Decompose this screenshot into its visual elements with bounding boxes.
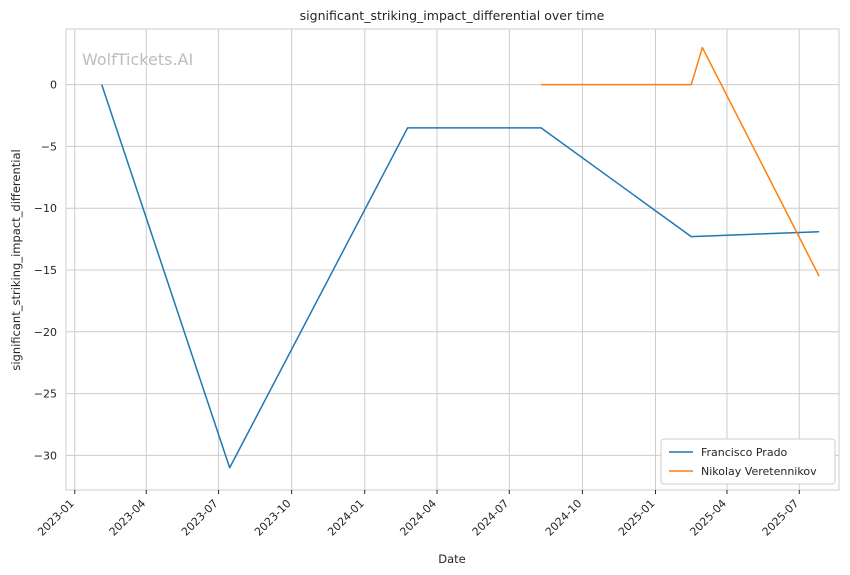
y-tick-label: −5 — [41, 140, 57, 153]
series-line-nikolay-veretennikov — [541, 46, 820, 277]
x-tick-label: 2023-01 — [35, 497, 77, 539]
y-tick-label: −15 — [34, 264, 57, 277]
x-tick-label: 2023-10 — [252, 497, 294, 539]
y-axis-ticks: 0 −5 −10 −15 −20 −25 −30 — [34, 79, 57, 463]
y-tick-label: −20 — [34, 326, 57, 339]
x-tick-label: 2024-07 — [470, 497, 512, 539]
grid — [66, 29, 839, 490]
y-tick-label: −10 — [34, 202, 57, 215]
x-tick-label: 2025-01 — [616, 497, 658, 539]
y-axis-title: significant_striking_impact_differential — [9, 149, 23, 370]
x-axis-ticks: 2023-01 2023-04 2023-07 2023-10 2024-01 2024-… — [35, 490, 801, 539]
y-tick-label: −25 — [34, 388, 57, 401]
legend-box — [660, 438, 836, 485]
series-line-francisco-prado — [101, 84, 820, 469]
legend-label-nikolay-veretennikov: Nikolay Veretennikov — [701, 465, 817, 478]
legend: Francisco Prado Nikolay Veretennikov — [660, 438, 836, 485]
chart-title: significant_striking_impact_differential… — [300, 8, 605, 23]
x-tick-label: 2024-01 — [325, 497, 367, 539]
x-tick-label: 2025-07 — [760, 497, 802, 539]
x-axis-title: Date — [438, 552, 466, 566]
y-tick-label: −30 — [34, 449, 57, 462]
series-layer — [101, 46, 820, 469]
watermark: WolfTickets.AI — [82, 50, 193, 69]
y-tick-label: 0 — [50, 79, 57, 92]
legend-label-francisco-prado: Francisco Prado — [701, 446, 788, 459]
x-tick-label: 2024-04 — [397, 497, 439, 539]
x-tick-label: 2024-10 — [543, 497, 585, 539]
x-tick-label: 2023-07 — [179, 497, 221, 539]
plot-area — [65, 28, 840, 491]
x-tick-label: 2025-04 — [687, 497, 729, 539]
x-tick-label: 2023-04 — [107, 497, 149, 539]
